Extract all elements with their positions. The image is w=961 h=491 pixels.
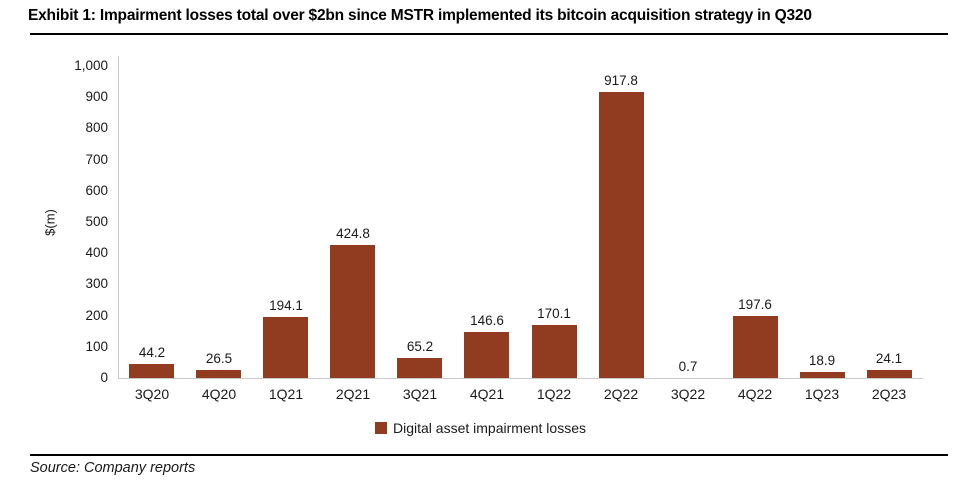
bar-value-label-1q22: 170.1 <box>537 306 571 321</box>
legend-swatch <box>375 422 388 434</box>
y-axis-tick-label-800: 800 <box>85 120 108 136</box>
bar-4q20 <box>196 370 241 378</box>
bar-2q22 <box>599 92 644 378</box>
bar-3q21 <box>397 358 442 378</box>
x-axis-line <box>118 378 923 379</box>
y-axis-line <box>118 56 119 379</box>
y-axis-tick-label-400: 400 <box>85 245 108 261</box>
x-axis-tick-label-4q21: 4Q21 <box>469 386 505 402</box>
bar-value-label-4q20: 26.5 <box>205 351 233 366</box>
footer-divider <box>30 454 948 456</box>
x-axis-tick-label-2q22: 2Q22 <box>603 386 639 402</box>
bar-1q22 <box>532 325 577 378</box>
bar-4q21 <box>464 332 509 378</box>
bar-3q20 <box>129 364 174 378</box>
y-axis-tick-label-600: 600 <box>85 182 108 198</box>
x-axis-tick-label-3q22: 3Q22 <box>670 386 706 402</box>
bar-value-label-3q21: 65.2 <box>406 339 434 354</box>
y-axis-tick-label-0: 0 <box>100 370 108 385</box>
bar-value-label-2q23: 24.1 <box>875 351 903 366</box>
x-axis-tick-label-3q20: 3Q20 <box>134 386 170 402</box>
y-axis-tick-label-100: 100 <box>85 338 108 354</box>
bar-value-label-1q23: 18.9 <box>808 353 836 368</box>
title-divider <box>30 33 948 35</box>
bar-4q22 <box>733 316 778 378</box>
y-axis-tick-label-700: 700 <box>85 151 108 167</box>
bar-value-label-3q22: 0.7 <box>678 359 698 374</box>
x-axis-tick-label-1q21: 1Q21 <box>268 386 304 402</box>
x-axis-tick-label-4q20: 4Q20 <box>201 386 237 402</box>
legend-label: Digital asset impairment losses <box>393 420 586 436</box>
y-axis-tick-label-900: 900 <box>85 89 108 105</box>
x-axis-tick-label-4q22: 4Q22 <box>737 386 773 402</box>
bar-value-label-2q22: 917.8 <box>604 73 638 88</box>
y-axis-tick-label-200: 200 <box>85 307 108 323</box>
bar-value-label-3q20: 44.2 <box>138 345 166 360</box>
bar-value-label-4q21: 146.6 <box>470 313 504 328</box>
x-axis-tick-label-2q23: 2Q23 <box>871 386 907 402</box>
x-axis-tick-label-1q22: 1Q22 <box>536 386 572 402</box>
source-note: Source: Company reports <box>30 460 196 476</box>
bar-chart: $(m) 0 100 200 300 400 500 600 700 800 900 1,000 44… <box>0 48 961 423</box>
bar-1q23 <box>800 372 845 378</box>
exhibit-title: Exhibit 1: Impairment losses total over … <box>28 7 812 24</box>
x-axis-tick-label-3q21: 3Q21 <box>402 386 438 402</box>
bar-value-label-1q21: 194.1 <box>269 298 303 313</box>
bar-value-label-4q22: 197.6 <box>738 297 772 312</box>
y-axis-tick-label-1000: 1,000 <box>74 58 108 73</box>
legend: Digital asset impairment losses <box>0 420 961 436</box>
x-axis-tick-label-1q23: 1Q23 <box>804 386 840 402</box>
bar-2q23 <box>867 370 912 378</box>
x-axis-tick-label-2q21: 2Q21 <box>335 386 371 402</box>
bar-value-label-2q21: 424.8 <box>336 226 370 241</box>
y-axis-tick-label-300: 300 <box>85 276 108 292</box>
y-axis-tick-label-500: 500 <box>85 214 108 229</box>
bar-2q21 <box>330 245 375 378</box>
bar-1q21 <box>263 317 308 378</box>
